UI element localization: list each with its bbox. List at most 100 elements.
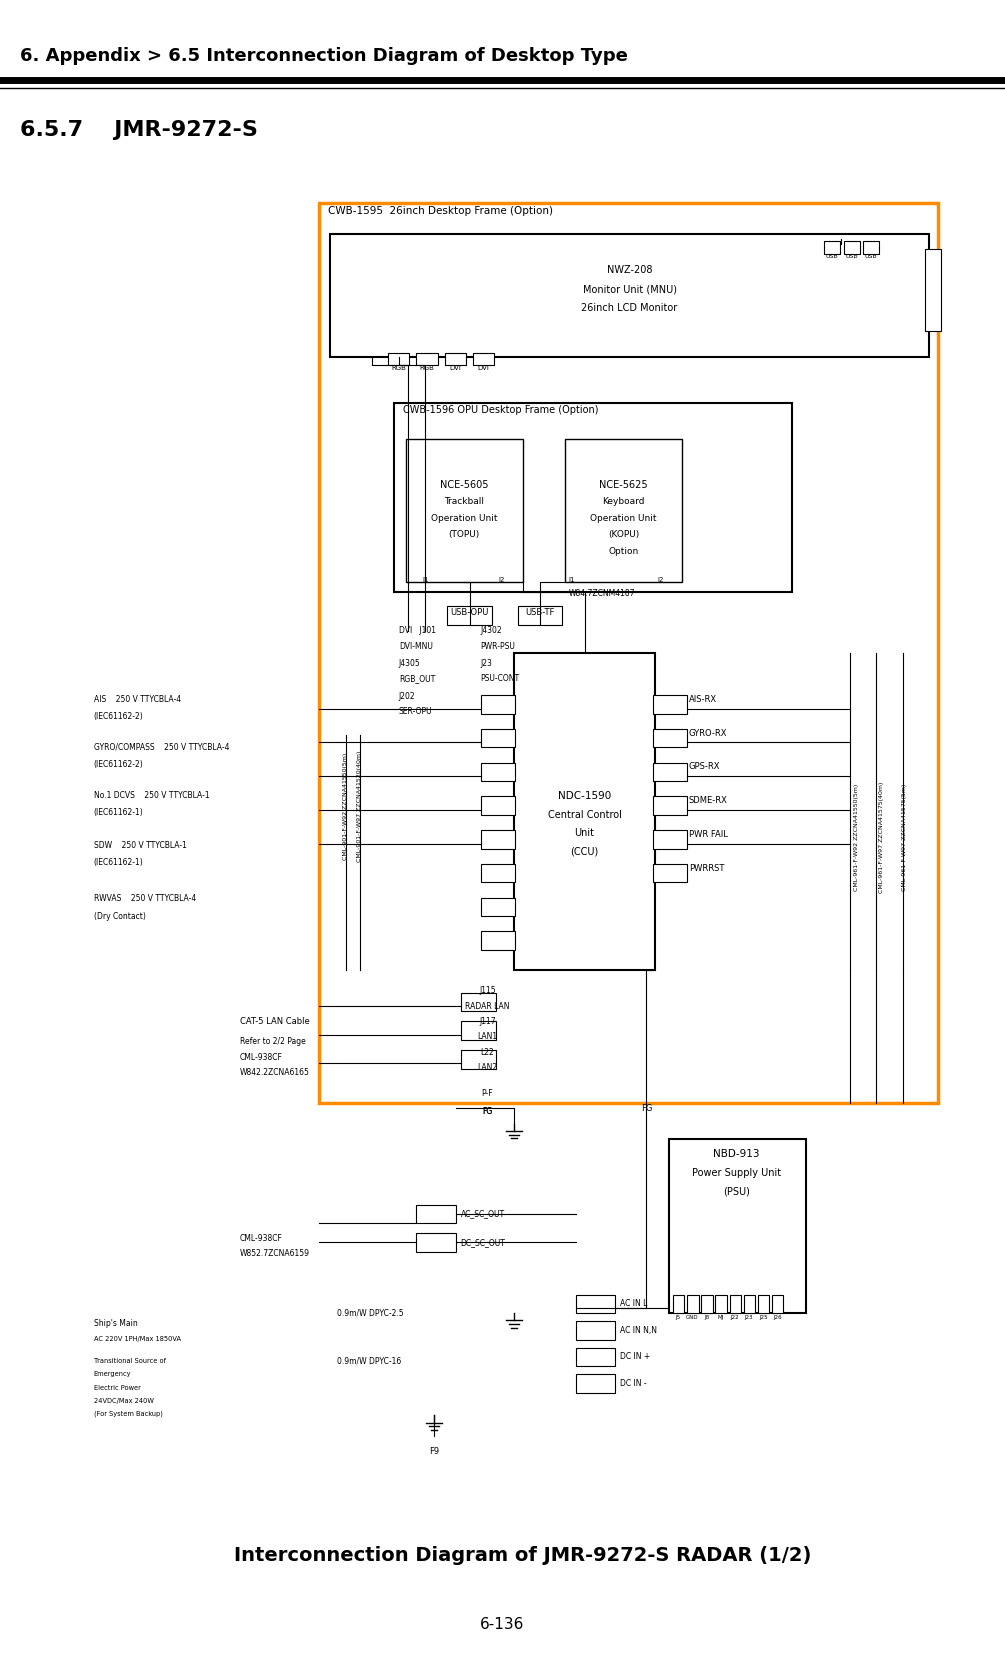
Text: Operation Unit: Operation Unit xyxy=(431,514,497,524)
Bar xyxy=(687,1295,698,1313)
Text: 6.5.7    JMR-9272-S: 6.5.7 JMR-9272-S xyxy=(20,120,258,140)
Text: CAT-5 LAN Cable: CAT-5 LAN Cable xyxy=(239,1017,310,1025)
Text: DVI   J101: DVI J101 xyxy=(399,627,436,635)
Text: NCE-5625: NCE-5625 xyxy=(599,480,648,490)
Bar xyxy=(576,1295,615,1313)
Text: DC IN +: DC IN + xyxy=(620,1353,650,1361)
Bar xyxy=(565,439,681,582)
Text: (KOPU): (KOPU) xyxy=(608,530,639,538)
Bar xyxy=(758,1295,770,1313)
Bar xyxy=(394,402,792,592)
Text: J5: J5 xyxy=(675,1315,680,1320)
Text: J117: J117 xyxy=(479,1017,495,1025)
Text: J22: J22 xyxy=(731,1315,739,1320)
Text: Option: Option xyxy=(608,547,638,555)
Text: (TOPU): (TOPU) xyxy=(448,530,479,538)
Text: USB: USB xyxy=(845,254,858,259)
Bar xyxy=(481,796,515,814)
Bar xyxy=(481,730,515,748)
Bar xyxy=(519,607,563,625)
Text: Electric Power: Electric Power xyxy=(93,1384,141,1391)
Text: W852.7ZCNA6159: W852.7ZCNA6159 xyxy=(239,1250,310,1258)
Text: J4305: J4305 xyxy=(399,660,420,668)
Text: FG: FG xyxy=(641,1104,652,1114)
Text: 6. Appendix > 6.5 Interconnection Diagram of Desktop Type: 6. Appendix > 6.5 Interconnection Diagra… xyxy=(20,47,628,65)
Text: PWR-PSU: PWR-PSU xyxy=(480,642,515,650)
Text: RADAR LAN: RADAR LAN xyxy=(465,1002,510,1010)
Bar xyxy=(576,1321,615,1340)
Text: NCE-5605: NCE-5605 xyxy=(440,480,488,490)
Text: 0.9m/W DPYC-16: 0.9m/W DPYC-16 xyxy=(337,1356,401,1366)
Text: CWB-1596 OPU Desktop Frame (Option): CWB-1596 OPU Desktop Frame (Option) xyxy=(403,406,599,416)
Bar xyxy=(772,1295,784,1313)
Text: J2: J2 xyxy=(498,577,505,583)
Bar xyxy=(416,1205,456,1223)
Text: Ship's Main: Ship's Main xyxy=(93,1318,138,1328)
Text: CML-901-F-W97 ZZCNA41520(40m): CML-901-F-W97 ZZCNA41520(40m) xyxy=(358,751,363,863)
Text: DVI: DVI xyxy=(477,366,489,371)
Text: No.1 DCVS    250 V TTYCBLA-1: No.1 DCVS 250 V TTYCBLA-1 xyxy=(93,791,209,799)
Text: GPS-RX: GPS-RX xyxy=(688,763,721,771)
Text: (IEC61162-2): (IEC61162-2) xyxy=(93,760,144,770)
Text: Unit: Unit xyxy=(575,828,595,838)
Bar xyxy=(481,864,515,883)
Text: 24VDC/Max 240W: 24VDC/Max 240W xyxy=(93,1398,154,1404)
Text: P-F: P-F xyxy=(481,1089,493,1097)
Text: CML-938CF: CML-938CF xyxy=(239,1052,282,1062)
Text: RGB_OUT: RGB_OUT xyxy=(399,675,435,683)
Bar xyxy=(416,352,438,366)
Bar xyxy=(481,897,515,916)
Bar xyxy=(653,763,687,781)
Bar xyxy=(481,763,515,781)
Bar xyxy=(388,352,409,366)
Bar xyxy=(653,831,687,849)
Text: NWZ-208: NWZ-208 xyxy=(607,264,652,274)
Text: GYRO-RX: GYRO-RX xyxy=(688,728,728,738)
Bar xyxy=(460,992,496,1010)
Text: CML-961-F-W92 ZZCNA41550(5m): CML-961-F-W92 ZZCNA41550(5m) xyxy=(854,784,859,891)
Text: USB-OPU: USB-OPU xyxy=(450,608,488,617)
Text: L22: L22 xyxy=(480,1047,494,1057)
Text: Refer to 2/2 Page: Refer to 2/2 Page xyxy=(239,1037,306,1047)
Text: MJ: MJ xyxy=(718,1315,724,1320)
Text: 26inch LCD Monitor: 26inch LCD Monitor xyxy=(582,302,677,312)
Text: NDC-1590: NDC-1590 xyxy=(558,791,611,801)
Bar xyxy=(460,1050,496,1069)
Text: CWB-1595  26inch Desktop Frame (Option): CWB-1595 26inch Desktop Frame (Option) xyxy=(328,206,553,216)
Bar xyxy=(730,1295,741,1313)
Text: SDW    250 V TTYCBLA-1: SDW 250 V TTYCBLA-1 xyxy=(93,841,187,849)
Text: J23: J23 xyxy=(480,660,492,668)
Bar xyxy=(320,203,939,1104)
Bar xyxy=(447,607,491,625)
Text: CML-901-F-W92 ZZCNA41550(5m): CML-901-F-W92 ZZCNA41550(5m) xyxy=(344,753,348,861)
Text: Power Supply Unit: Power Supply Unit xyxy=(692,1168,781,1178)
Text: SER-OPU: SER-OPU xyxy=(399,706,432,716)
Text: PWR FAIL: PWR FAIL xyxy=(688,829,728,839)
Text: USB: USB xyxy=(826,254,838,259)
Text: DC IN -: DC IN - xyxy=(620,1379,646,1388)
Bar xyxy=(824,241,840,254)
Text: Interconnection Diagram of JMR-9272-S RADAR (1/2): Interconnection Diagram of JMR-9272-S RA… xyxy=(234,1546,811,1564)
Text: NBD-913: NBD-913 xyxy=(714,1150,760,1160)
Bar xyxy=(925,249,941,331)
Text: FG: FG xyxy=(482,1107,492,1115)
Text: GND: GND xyxy=(686,1315,698,1320)
Text: J25: J25 xyxy=(759,1315,768,1320)
Text: USB: USB xyxy=(864,254,877,259)
Text: RWVAS    250 V TTYCBLA-4: RWVAS 250 V TTYCBLA-4 xyxy=(93,894,196,902)
Text: (IEC61162-1): (IEC61162-1) xyxy=(93,859,144,868)
Text: RGB: RGB xyxy=(391,366,406,371)
Text: J26: J26 xyxy=(773,1315,782,1320)
Bar xyxy=(576,1348,615,1366)
Text: AC IN N,N: AC IN N,N xyxy=(620,1326,657,1335)
Text: GYRO/COMPASS    250 V TTYCBLA-4: GYRO/COMPASS 250 V TTYCBLA-4 xyxy=(93,743,229,751)
Bar xyxy=(653,796,687,814)
Text: (PSU): (PSU) xyxy=(724,1187,750,1197)
Text: LAN2: LAN2 xyxy=(477,1064,497,1072)
Text: AC 220V 1PH/Max 1850VA: AC 220V 1PH/Max 1850VA xyxy=(93,1336,181,1341)
Text: (For System Backup): (For System Backup) xyxy=(93,1411,163,1418)
Text: PWRRST: PWRRST xyxy=(688,864,725,873)
Bar xyxy=(514,653,655,971)
Text: CML-938CF: CML-938CF xyxy=(239,1233,282,1243)
Text: FG: FG xyxy=(482,1107,492,1115)
